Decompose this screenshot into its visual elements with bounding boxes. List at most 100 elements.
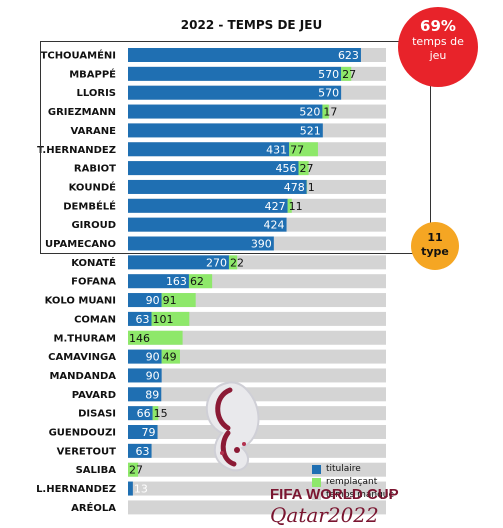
bar-starter-4 <box>128 123 323 138</box>
legend-label-titulaire: titulaire <box>326 464 361 474</box>
playing-time-bubble: 69% temps de jeu <box>398 7 478 87</box>
category-label-14: COMAN <box>74 314 116 325</box>
legend-item-titulaire: titulaire <box>312 463 394 475</box>
bar-starter-8 <box>128 198 288 213</box>
value-label-sub-7: 1 <box>308 181 315 194</box>
value-label-starter-4: 521 <box>300 124 321 137</box>
value-label-starter-2: 570 <box>318 87 339 100</box>
playing-time-label-2: jeu <box>429 49 447 62</box>
playing-time-label-1: temps de <box>412 35 464 48</box>
bar-starter-20 <box>128 425 158 439</box>
legend-item-temps-manque: temps manqué <box>312 489 394 501</box>
value-label-starter-6: 456 <box>276 162 297 175</box>
bar-sub-3 <box>322 104 329 119</box>
bar-sub-11 <box>228 255 238 270</box>
category-label-20: GUENDOUZI <box>49 428 116 439</box>
category-label-19: DISASI <box>78 409 116 420</box>
bar-starter-2 <box>128 85 342 100</box>
bar-sub-1 <box>341 66 352 81</box>
category-label-6: RABIOT <box>74 164 116 175</box>
value-label-starter-13: 90 <box>146 294 160 307</box>
category-label-17: MANDANDA <box>49 371 116 382</box>
bar-starter-1 <box>128 66 342 81</box>
bar-starter-7 <box>128 179 307 194</box>
value-label-sub-14: 101 <box>153 313 174 326</box>
bar-starter-10 <box>128 236 274 251</box>
legend-item-remplacant: remplaçant <box>312 476 394 488</box>
bar-starter-9 <box>128 217 287 232</box>
value-label-starter-0: 623 <box>338 49 359 62</box>
bar-missed-15 <box>128 330 386 345</box>
category-label-8: DEMBÉLÉ <box>63 199 116 212</box>
bar-missed-16 <box>128 349 386 364</box>
value-label-sub-3: 17 <box>323 106 337 119</box>
bar-sub-22 <box>128 462 139 477</box>
bar-sub-6 <box>298 161 309 176</box>
bar-starter-11 <box>128 255 229 270</box>
bar-starter-14 <box>128 311 152 326</box>
bar-sub-8 <box>287 198 292 213</box>
category-label-5: T.HERNANDEZ <box>37 145 116 156</box>
bar-missed-22 <box>128 462 386 477</box>
category-label-11: KONATÉ <box>71 256 116 269</box>
bar-missed-18 <box>128 387 386 402</box>
world-cup-wordmark: FIFA WORLD CUP Qatar2022 <box>270 486 470 527</box>
value-label-starter-18: 89 <box>145 388 159 401</box>
bar-starter-19 <box>128 406 153 421</box>
value-label-starter-8: 427 <box>265 200 286 213</box>
value-label-starter-10: 390 <box>251 238 272 251</box>
value-label-sub-8: 11 <box>289 200 303 213</box>
bar-starter-12 <box>128 274 189 289</box>
category-label-21: VERETOUT <box>57 446 117 457</box>
value-label-sub-13: 91 <box>163 294 177 307</box>
category-label-4: VARANE <box>71 126 117 137</box>
bar-starter-0 <box>128 48 361 62</box>
category-label-22: SALIBA <box>76 465 117 476</box>
category-label-23: L.HERNANDEZ <box>36 484 116 495</box>
bar-missed-21 <box>128 443 386 458</box>
world-cup-logo-icon <box>205 381 260 472</box>
category-label-0: TCHOUAMÉNI <box>41 49 116 62</box>
bar-starter-16 <box>128 349 162 364</box>
bar-sub-13 <box>161 293 196 308</box>
value-label-starter-9: 424 <box>264 219 285 232</box>
bar-starter-23 <box>128 481 133 496</box>
bar-starter-13 <box>128 293 162 308</box>
legend-swatch-remplacant <box>312 477 321 487</box>
value-label-starter-12: 163 <box>166 275 187 288</box>
world-cup-wordmark-line1: FIFA WORLD CUP <box>270 486 399 503</box>
bar-missed-24 <box>128 500 386 515</box>
value-label-starter-11: 270 <box>206 256 227 269</box>
legend-swatch-titulaire <box>312 464 321 474</box>
value-label-starter-14: 63 <box>136 313 150 326</box>
bar-missed-14 <box>128 311 386 326</box>
bar-starter-3 <box>128 104 323 119</box>
legend-label-remplacant: remplaçant <box>326 477 378 487</box>
legend-label-temps-manque: temps manqué <box>326 490 395 500</box>
category-label-10: UPAMECANO <box>45 239 116 250</box>
value-label-starter-7: 478 <box>284 181 305 194</box>
value-label-starter-21: 63 <box>136 445 150 458</box>
value-label-starter-1: 570 <box>318 68 339 81</box>
value-label-starter-23: 13 <box>134 483 148 496</box>
bar-starter-21 <box>128 443 152 458</box>
value-label-sub-22: 27 <box>129 464 143 477</box>
value-label-sub-6: 27 <box>300 162 314 175</box>
value-label-starter-3: 520 <box>299 106 320 119</box>
bar-sub-16 <box>161 349 180 364</box>
bar-starter-5 <box>128 142 290 157</box>
typical-eleven-bubble: 11 type <box>411 222 459 270</box>
bar-starter-17 <box>128 368 162 383</box>
value-label-sub-11: 22 <box>230 256 244 269</box>
value-label-sub-19: 15 <box>154 407 168 420</box>
value-label-sub-12: 62 <box>190 275 204 288</box>
category-label-9: GIROUD <box>71 220 116 231</box>
category-label-12: FOFANA <box>71 277 116 288</box>
value-label-sub-15: 146 <box>129 332 150 345</box>
typical-eleven-label: type <box>421 245 449 258</box>
category-label-16: CAMAVINGA <box>48 352 116 363</box>
bar-sub-14 <box>151 311 190 326</box>
value-label-starter-20: 79 <box>142 426 156 439</box>
chart-title: 2022 - TEMPS DE JEU <box>180 18 323 32</box>
